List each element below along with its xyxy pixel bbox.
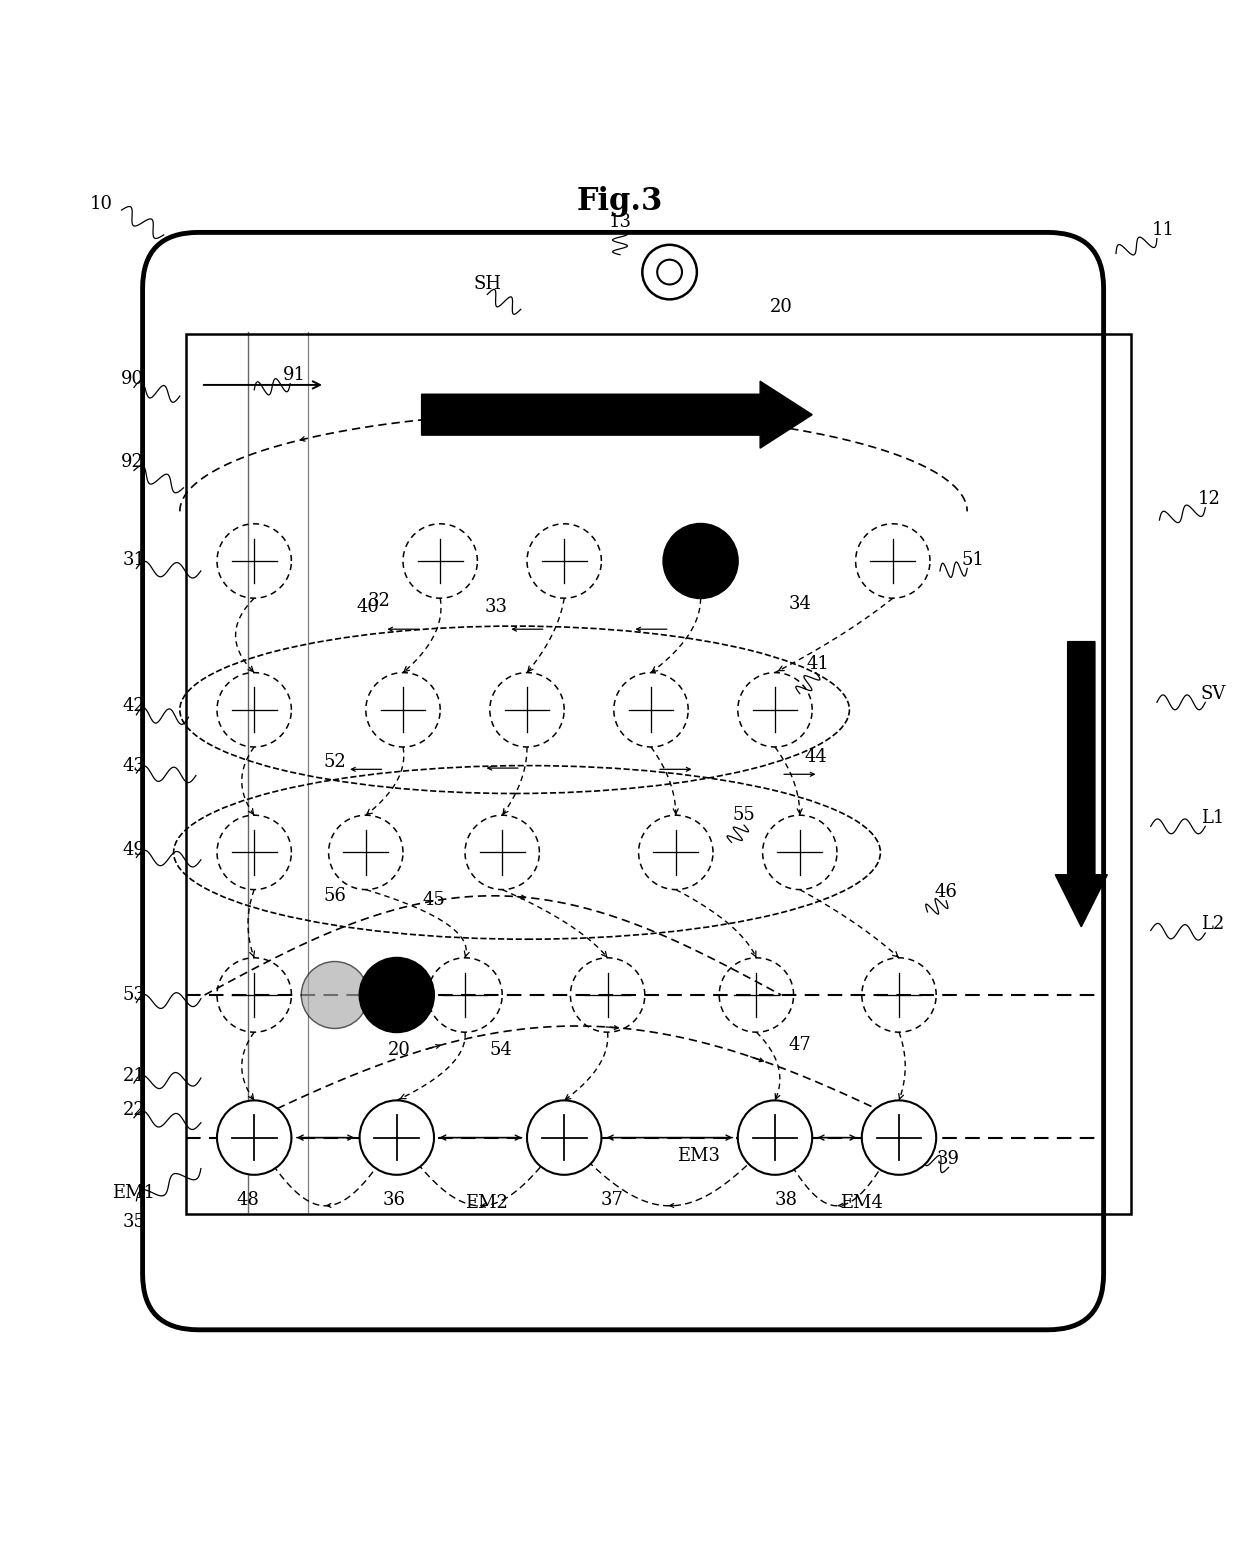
Circle shape xyxy=(642,244,697,299)
Text: SV: SV xyxy=(1200,685,1225,703)
Circle shape xyxy=(360,958,434,1032)
Circle shape xyxy=(360,1100,434,1175)
Text: 34: 34 xyxy=(789,596,811,613)
Text: L2: L2 xyxy=(1202,915,1224,934)
Text: 36: 36 xyxy=(383,1190,405,1209)
Text: 40: 40 xyxy=(357,598,379,616)
Text: 13: 13 xyxy=(609,213,631,232)
Text: 55: 55 xyxy=(733,806,755,825)
Text: 92: 92 xyxy=(122,453,144,471)
Circle shape xyxy=(862,1100,936,1175)
Text: EM2: EM2 xyxy=(465,1195,507,1212)
Text: 54: 54 xyxy=(490,1041,512,1058)
Text: 91: 91 xyxy=(283,366,305,384)
FancyArrow shape xyxy=(422,381,812,448)
Text: 35: 35 xyxy=(123,1214,145,1231)
Text: 12: 12 xyxy=(1198,490,1220,507)
Text: L1: L1 xyxy=(1202,809,1224,826)
Text: 10: 10 xyxy=(91,194,113,213)
Circle shape xyxy=(217,1100,291,1175)
Text: 90: 90 xyxy=(122,370,144,387)
Text: Fig.3: Fig.3 xyxy=(577,185,663,216)
Text: 11: 11 xyxy=(1152,221,1174,240)
Text: SH: SH xyxy=(474,275,501,294)
FancyArrow shape xyxy=(1055,641,1107,927)
Text: 41: 41 xyxy=(807,655,830,672)
Text: 44: 44 xyxy=(805,748,827,766)
Circle shape xyxy=(301,962,368,1029)
Text: 45: 45 xyxy=(423,890,445,909)
Circle shape xyxy=(663,524,738,598)
Circle shape xyxy=(657,260,682,285)
Text: 53: 53 xyxy=(123,987,145,1004)
Text: 47: 47 xyxy=(789,1036,811,1053)
Circle shape xyxy=(301,962,368,1029)
Text: 42: 42 xyxy=(123,697,145,716)
Text: 20: 20 xyxy=(388,1041,410,1058)
Text: 39: 39 xyxy=(937,1150,960,1167)
Text: 22: 22 xyxy=(123,1102,145,1119)
Text: 52: 52 xyxy=(324,753,346,770)
Text: 56: 56 xyxy=(324,887,346,904)
Text: 32: 32 xyxy=(368,591,391,610)
Text: EM3: EM3 xyxy=(677,1147,719,1165)
Text: 49: 49 xyxy=(123,840,145,859)
Text: 38: 38 xyxy=(775,1190,797,1209)
Text: 43: 43 xyxy=(123,756,145,775)
Text: 46: 46 xyxy=(935,884,957,901)
Text: 37: 37 xyxy=(601,1190,624,1209)
Text: 48: 48 xyxy=(237,1190,259,1209)
Text: 21: 21 xyxy=(123,1066,145,1085)
Text: 20: 20 xyxy=(770,297,792,316)
Circle shape xyxy=(738,1100,812,1175)
Circle shape xyxy=(527,1100,601,1175)
Text: EM1: EM1 xyxy=(113,1184,155,1203)
Bar xyxy=(186,335,1131,1215)
Text: 31: 31 xyxy=(123,551,145,569)
Text: EM4: EM4 xyxy=(841,1195,883,1212)
Text: 33: 33 xyxy=(485,598,507,616)
Text: 51: 51 xyxy=(962,551,985,569)
